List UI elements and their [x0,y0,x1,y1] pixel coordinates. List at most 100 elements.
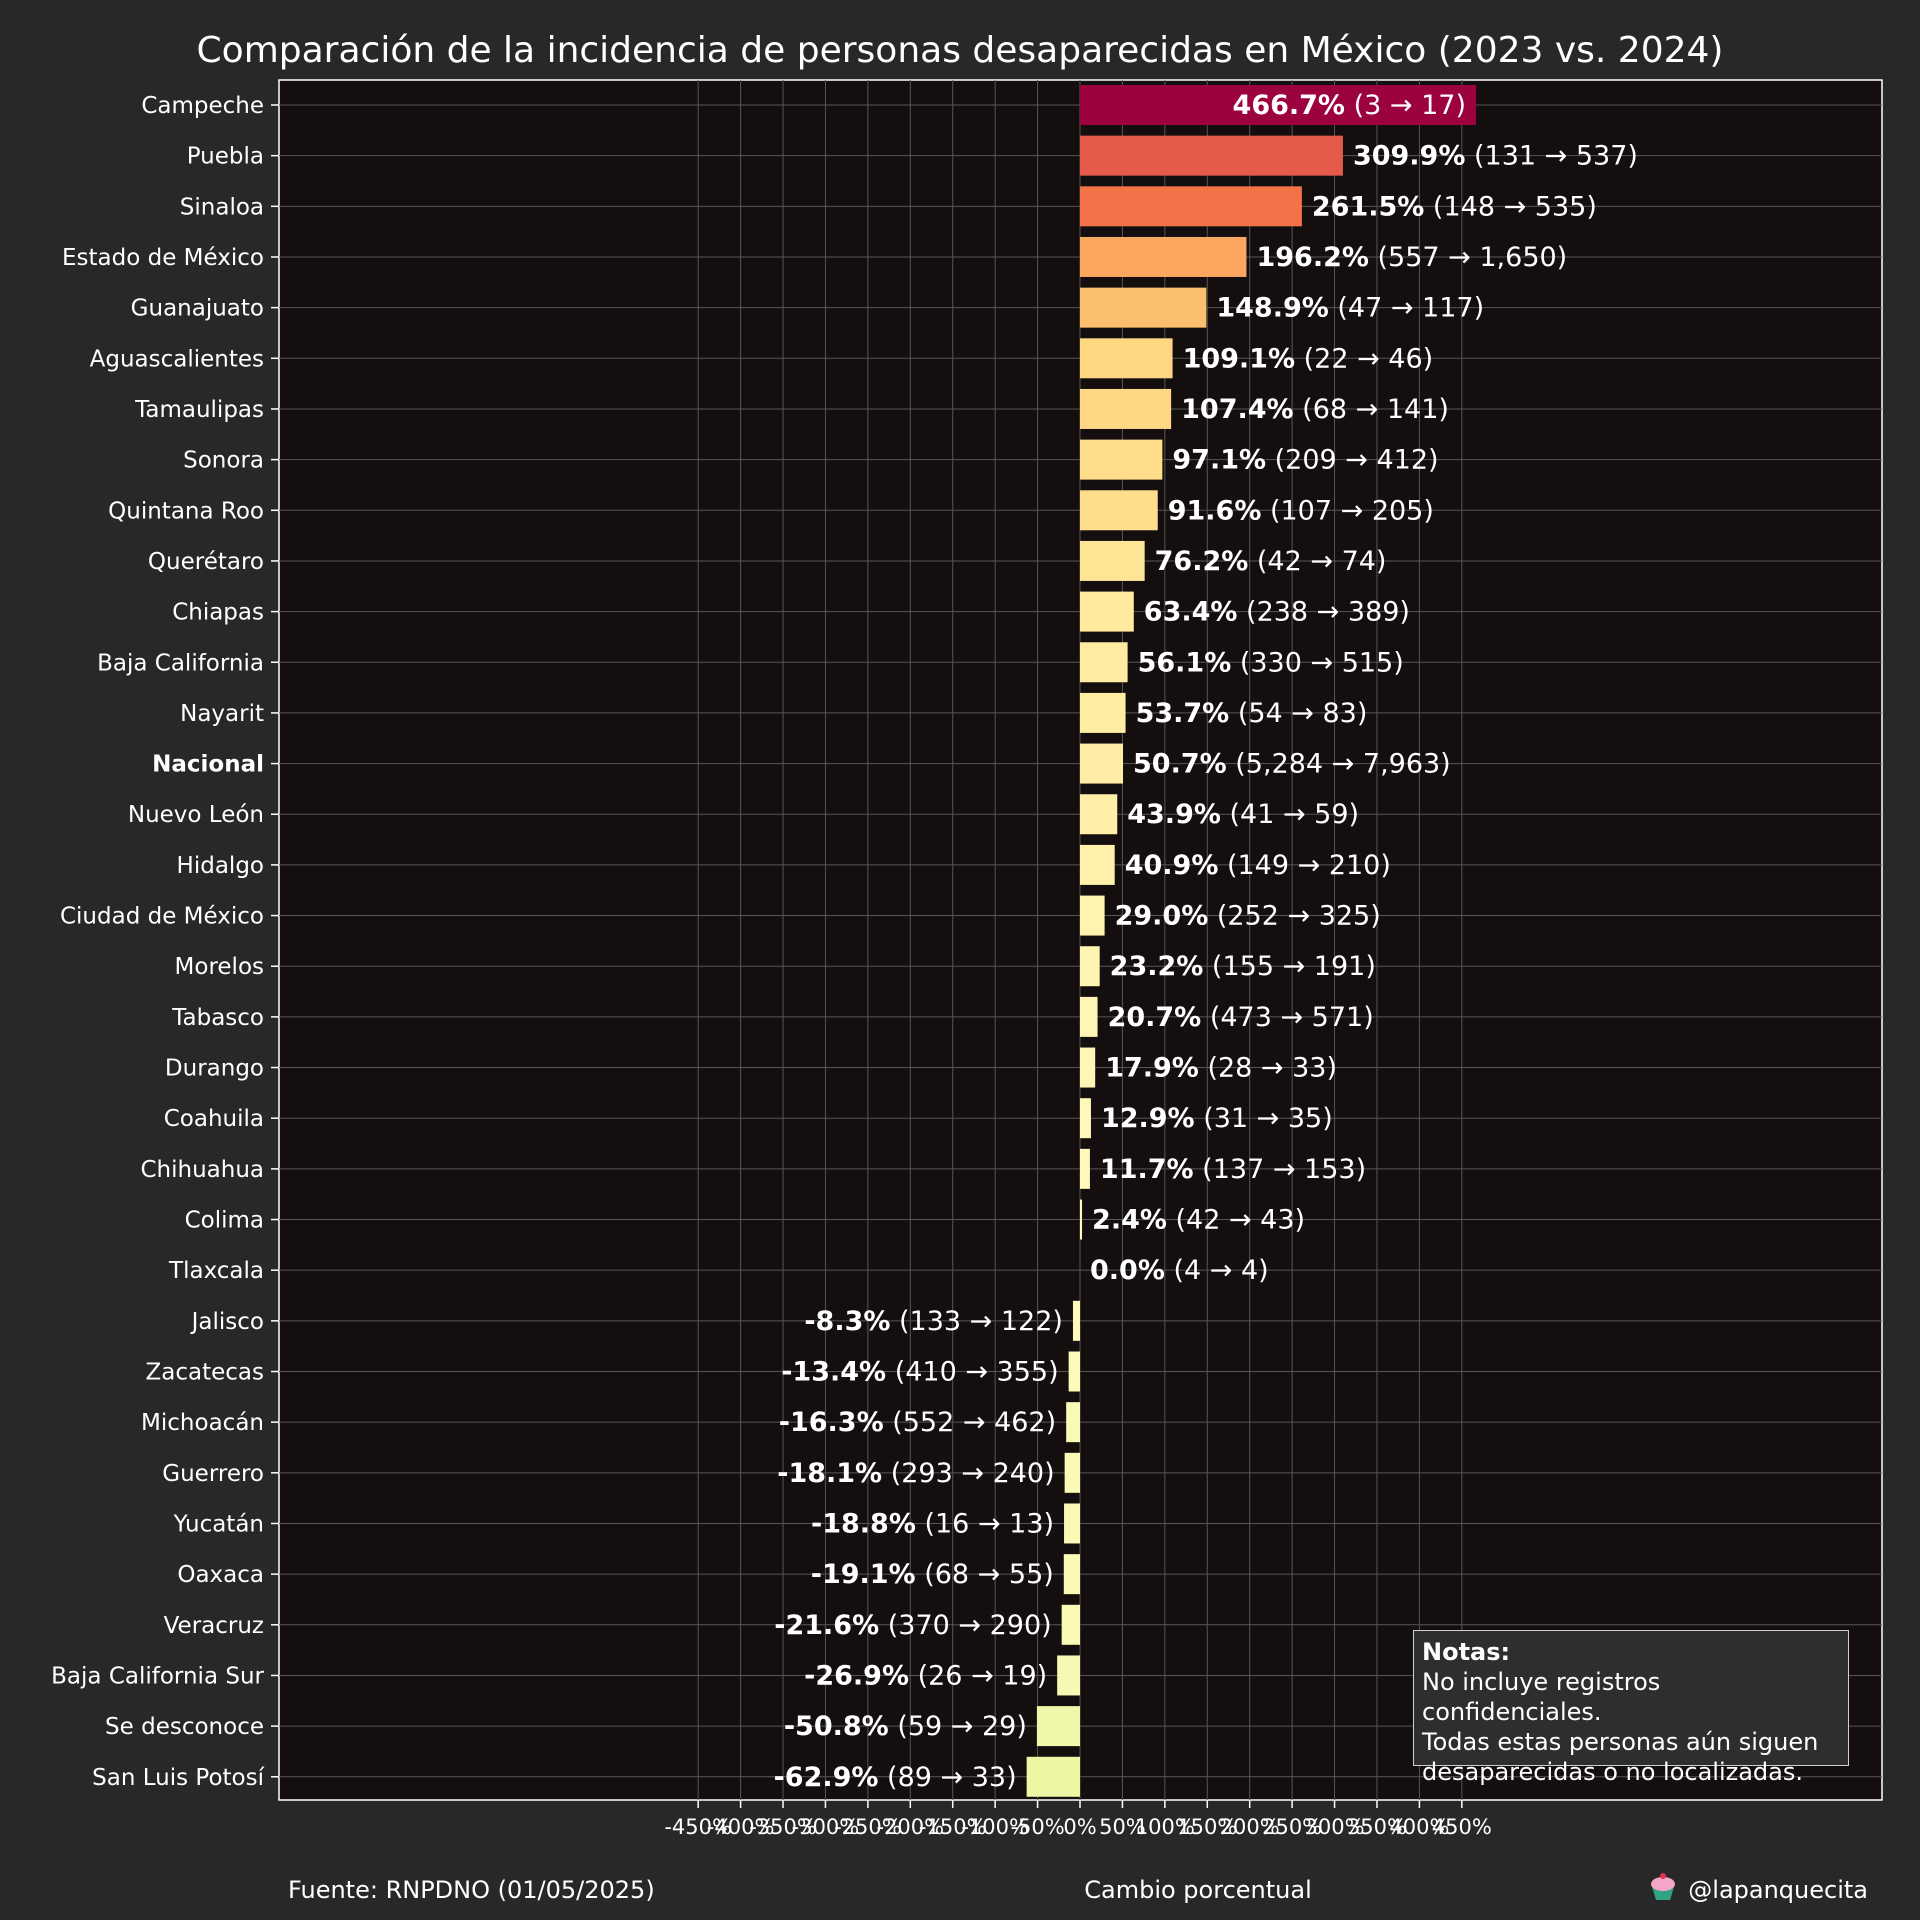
x-tick-label: -400% [707,1815,775,1839]
data-label-percent: 40.9% [1125,850,1219,881]
bar [1057,1655,1080,1696]
x-tick-label: -450% [664,1815,732,1839]
bar [1080,186,1302,227]
data-label-counts: (26 → 19) [909,1660,1047,1691]
x-tick-label: 250% [1262,1815,1322,1839]
x-tick-label: 0% [1063,1815,1096,1839]
bar [1066,1402,1080,1443]
x-tick-label: 400% [1389,1815,1449,1839]
data-label-percent: 63.4% [1144,597,1238,628]
data-label: 261.5% (148 → 535) [1312,191,1597,222]
x-tick-label: 150% [1177,1815,1237,1839]
category-label: Sonora [183,448,264,474]
bar [1080,85,1476,125]
data-label-percent: -16.3% [779,1407,884,1438]
bar [1080,388,1172,429]
x-tick-label: -150% [919,1815,987,1839]
bar [1064,1452,1080,1493]
data-label-counts: (42 → 43) [1167,1205,1305,1236]
bar [1080,642,1128,683]
author-handle: @lapanquecita [1688,1876,1868,1904]
data-label-counts: (238 → 389) [1237,597,1410,628]
category-label: Sinaloa [180,194,264,220]
category-label: Ciudad de México [60,904,264,930]
bar [1080,794,1118,835]
data-label-percent: 11.7% [1100,1154,1194,1185]
data-label: 107.4% (68 → 141) [1181,394,1449,425]
category-label: Se desconoce [105,1714,264,1740]
category-label: Querétaro [148,549,264,575]
data-label: 17.9% (28 → 33) [1105,1053,1337,1084]
data-label-counts: (370 → 290) [879,1610,1052,1641]
data-label-counts: (330 → 515) [1231,647,1404,678]
category-labels: Campeche Puebla Sinaloa Estado de México Gua… [51,93,279,1791]
bar [1080,1199,1083,1240]
data-label: -16.3% (552 → 462) [779,1407,1056,1438]
data-label-counts: (28 → 33) [1199,1053,1337,1084]
data-label-percent: 466.7% [1233,90,1345,121]
x-tick-label: -200% [876,1815,944,1839]
data-label-counts: (252 → 325) [1208,901,1381,932]
data-label-percent: 2.4% [1092,1205,1167,1236]
bar [1080,743,1124,784]
category-label: Aguascalientes [90,346,264,372]
category-label: Hidalgo [177,853,264,879]
category-label: Michoacán [141,1410,264,1436]
bar [1072,1300,1080,1341]
data-label-percent: 97.1% [1172,445,1266,476]
data-label-percent: 0.0% [1090,1255,1165,1286]
data-label-counts: (155 → 191) [1203,951,1376,982]
cupcake-icon [1651,1873,1675,1900]
data-label-counts: (149 → 210) [1218,850,1391,881]
data-label: -62.9% (89 → 33) [774,1762,1017,1793]
data-label: 2.4% (42 → 43) [1092,1205,1305,1236]
data-label-counts: (107 → 205) [1261,495,1434,526]
data-label: -13.4% (410 → 355) [781,1357,1058,1388]
data-label-percent: -21.6% [774,1610,879,1641]
notes-line: desaparecidas o no localizadas. [1422,1758,1803,1786]
data-label-percent: -18.8% [811,1508,916,1539]
data-label: 309.9% (131 → 537) [1353,141,1638,172]
category-label: Nacional [152,752,264,778]
bar [1080,490,1158,531]
bar [1061,1604,1080,1645]
data-label-percent: -13.4% [781,1357,886,1388]
data-label-percent: 148.9% [1216,293,1328,324]
data-label: 63.4% (238 → 389) [1144,597,1410,628]
data-label-percent: -8.3% [804,1306,890,1337]
x-tick-label: 200% [1220,1815,1280,1839]
data-label-counts: (148 → 535) [1424,191,1597,222]
data-label: -50.8% (59 → 29) [784,1711,1027,1742]
x-tick-labels: -450%-400%-350%-300%-250%-200%-150%-100%… [664,1800,1492,1839]
bar [1080,895,1105,936]
data-label: 53.7% (54 → 83) [1136,698,1368,729]
category-label: Puebla [187,144,264,170]
data-label-counts: (59 → 29) [889,1711,1027,1742]
data-label: 109.1% (22 → 46) [1183,343,1434,374]
category-label: Nayarit [180,701,264,727]
data-label-percent: 43.9% [1127,799,1221,830]
data-label-counts: (410 → 355) [886,1357,1059,1388]
category-label: Coahuila [164,1106,264,1132]
chart-title: Comparación de la incidencia de personas… [197,30,1724,71]
data-label-counts: (133 → 122) [890,1306,1063,1337]
category-label: Oaxaca [177,1562,264,1588]
data-label-counts: (22 → 46) [1295,343,1433,374]
data-label: 23.2% (155 → 191) [1110,951,1376,982]
data-label-counts: (41 → 59) [1221,799,1359,830]
x-tick-label: -350% [749,1815,817,1839]
notes-title: Notas: [1422,1638,1511,1666]
data-label: 20.7% (473 → 571) [1108,1002,1374,1033]
category-label: Chiapas [172,600,264,626]
x-tick-label: 450% [1432,1815,1492,1839]
bar [1036,1706,1080,1747]
source-text: Fuente: RNPDNO (01/05/2025) [288,1876,655,1904]
data-label-counts: (68 → 55) [916,1559,1054,1590]
data-label: -18.1% (293 → 240) [777,1458,1054,1489]
data-label-counts: (31 → 35) [1195,1103,1333,1134]
x-tick-label: 350% [1347,1815,1407,1839]
data-label: 43.9% (41 → 59) [1127,799,1359,830]
bar [1080,287,1207,328]
category-label: Tamaulipas [134,397,264,423]
bar [1064,1503,1080,1544]
